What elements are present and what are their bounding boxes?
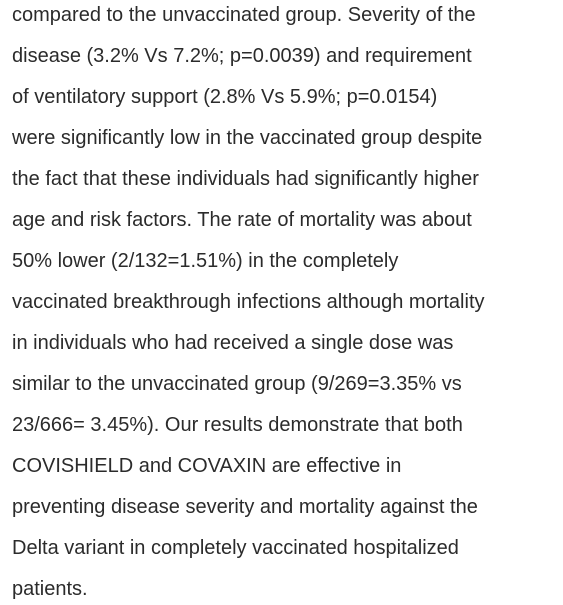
text-line: compared to the unvaccinated group. Seve… <box>12 4 476 26</box>
text-line: in individuals who had received a single… <box>12 332 454 354</box>
text-line: disease (3.2% Vs 7.2%; p=0.0039) and req… <box>12 45 472 67</box>
text-line: patients. <box>12 578 88 600</box>
text-line: preventing disease severity and mortalit… <box>12 496 478 518</box>
text-line: 23/666= 3.45%). Our results demonstrate … <box>12 414 463 436</box>
text-line: COVISHIELD and COVAXIN are effective in <box>12 455 402 477</box>
text-line: 50% lower (2/132=1.51%) in the completel… <box>12 250 399 272</box>
text-line: of ventilatory support (2.8% Vs 5.9%; p=… <box>12 86 438 108</box>
text-line: were significantly low in the vaccinated… <box>12 127 483 149</box>
text-line: similar to the unvaccinated group (9/269… <box>12 373 462 395</box>
text-line: age and risk factors. The rate of mortal… <box>12 209 472 231</box>
text-line: Delta variant in completely vaccinated h… <box>12 537 459 559</box>
text-line: the fact that these individuals had sign… <box>12 168 479 190</box>
text-line: vaccinated breakthrough infections altho… <box>12 291 485 313</box>
